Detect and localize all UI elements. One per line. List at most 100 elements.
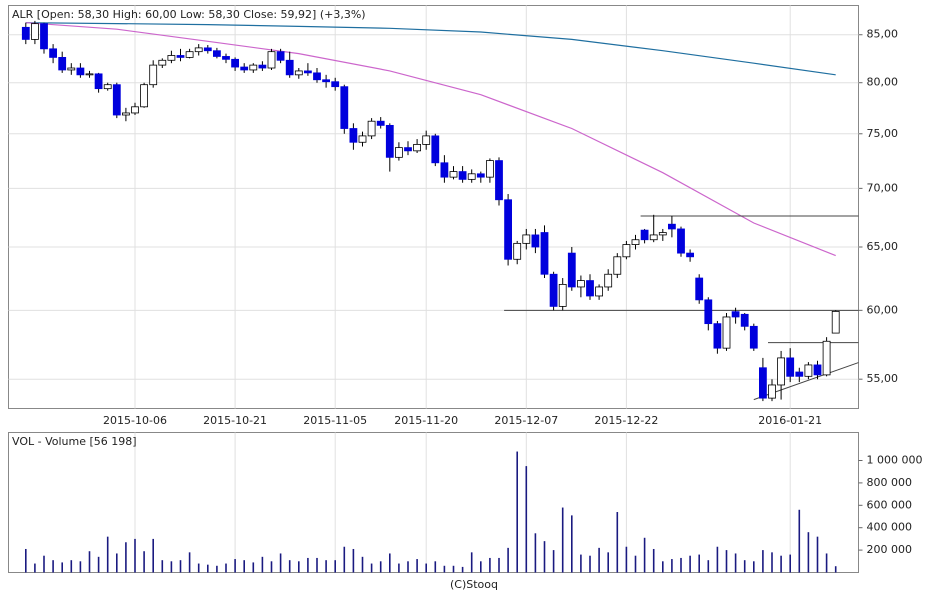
candle-body — [249, 64, 258, 71]
candle-body — [367, 120, 376, 137]
candle-body — [558, 283, 567, 307]
y-tick-label: 75,00 — [867, 127, 899, 140]
candle-body — [622, 244, 631, 258]
candle-body — [822, 340, 831, 376]
candle-body — [831, 310, 840, 334]
candle-body — [795, 371, 804, 377]
volume-title: VOL - Volume [56 198] — [12, 435, 137, 448]
candle-body — [176, 55, 185, 58]
candle-body — [131, 106, 139, 114]
y-tick-label: 1 000 000 — [867, 454, 923, 467]
candle-body — [103, 84, 112, 90]
x-tick-label: 2015-11-20 — [394, 414, 458, 427]
candle-body — [212, 50, 221, 57]
candle-body — [677, 228, 685, 254]
candle-body — [476, 173, 485, 178]
y-tick-label: 70,00 — [867, 181, 899, 194]
candle-body — [349, 128, 358, 143]
y-tick-label: 60,00 — [867, 303, 899, 316]
y-tick-label: 85,00 — [867, 28, 899, 41]
candle-body — [695, 277, 704, 301]
candle-body — [94, 73, 103, 90]
candle-body — [231, 58, 240, 68]
y-tick-label: 800 000 — [867, 476, 913, 489]
candle-body — [258, 64, 267, 69]
candle-body — [567, 252, 576, 288]
candle-body — [404, 147, 412, 152]
candle-body — [240, 66, 249, 71]
candle-body — [303, 70, 312, 74]
plot-layer: 55,00 60,00 65,00 70,00 75,00 80,00 85,00 2015-… — [8, 5, 923, 573]
candle-body — [385, 124, 394, 158]
candle-body — [804, 364, 813, 377]
candle-body — [222, 56, 230, 60]
candle-body — [640, 229, 649, 241]
candle-body — [731, 311, 740, 318]
candle-body — [140, 84, 149, 108]
candle-body — [713, 323, 722, 349]
candle-body — [586, 280, 594, 297]
candle-body — [285, 59, 294, 76]
candle-body — [722, 316, 731, 349]
footer: (C)Stooq — [450, 578, 498, 591]
candle-body — [513, 242, 522, 260]
candle-body — [85, 73, 94, 76]
candle-body — [759, 367, 767, 399]
x-tick-label: 2015-10-21 — [203, 414, 267, 427]
candle-body — [203, 47, 212, 52]
candle-body — [595, 286, 603, 297]
candle-body — [267, 51, 276, 69]
candle-body — [458, 171, 467, 180]
y-tick-label: 80,00 — [867, 76, 899, 89]
candle-body — [112, 84, 121, 116]
candle-body — [768, 384, 776, 399]
candle-body — [313, 72, 321, 81]
candle-body — [613, 256, 622, 275]
moving-average — [25, 22, 836, 257]
y-tick-label: 200 000 — [867, 543, 913, 556]
candle-body — [495, 160, 503, 201]
candle-body — [340, 86, 349, 129]
candle-body — [358, 135, 367, 143]
candle-body — [577, 280, 585, 288]
x-tick-label: 2015-12-22 — [594, 414, 658, 427]
y-tick-label: 400 000 — [867, 521, 913, 534]
candle-body — [122, 112, 130, 116]
y-tick-label: 55,00 — [867, 372, 899, 385]
candle-body — [668, 223, 676, 230]
candle-body — [376, 120, 385, 126]
candle-body — [813, 364, 822, 376]
candle-body — [149, 64, 158, 86]
candle-body — [549, 273, 558, 307]
candle-body — [431, 135, 440, 164]
candle-body — [30, 23, 39, 40]
candle-body — [631, 239, 640, 245]
candle-body — [740, 313, 749, 327]
candle-body — [658, 232, 667, 236]
candle-body — [504, 199, 513, 260]
candle-body — [704, 299, 713, 325]
candle-body — [331, 81, 340, 88]
price-title: ALR [Open: 58,30 High: 60,00 Low: 58,30 … — [12, 8, 366, 21]
candle-body — [40, 23, 48, 50]
candle-body — [749, 325, 758, 349]
y-tick-label: 600 000 — [867, 498, 913, 511]
x-tick-label: 2016-01-21 — [758, 414, 822, 427]
candle-body — [167, 55, 176, 61]
candle-body — [21, 26, 30, 40]
volume-panel — [8, 432, 859, 573]
x-tick-label: 2015-11-05 — [303, 414, 367, 427]
candle-body — [467, 173, 476, 180]
candle-body — [686, 252, 694, 258]
price-panel — [8, 5, 859, 409]
candle-body — [531, 234, 540, 248]
candle-body — [786, 357, 795, 377]
candle-body — [76, 67, 85, 76]
candle-body — [158, 59, 167, 66]
x-tick-label: 2015-12-07 — [494, 414, 558, 427]
candle-body — [322, 79, 331, 83]
moving-average — [25, 22, 836, 76]
candle-body — [649, 234, 658, 241]
y-tick-label: 65,00 — [867, 240, 899, 253]
x-tick-label: 2015-10-06 — [103, 414, 167, 427]
